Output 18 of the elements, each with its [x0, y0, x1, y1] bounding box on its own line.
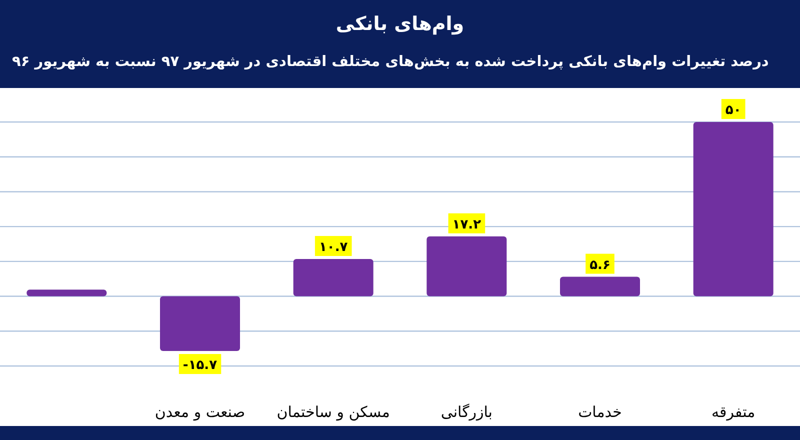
- data-label: -۱۵.۷: [182, 358, 218, 374]
- chart-title: وام‌های بانکی: [336, 13, 464, 35]
- bar: [426, 236, 507, 296]
- bar: [26, 290, 107, 296]
- data-label: ۱۷.۲: [452, 217, 482, 232]
- bar: [293, 258, 374, 296]
- data-label: ۵۰: [725, 103, 742, 118]
- x-tick-label: بازرگانی: [440, 403, 492, 421]
- chart-subtitle: درصد تغییرات وام‌های بانکی پرداخت شده به بخش‌های مختلف اقتصادی در شهریور ۹۷ نسبت به شهریور ۹۶: [12, 54, 769, 70]
- bar: [560, 276, 640, 296]
- x-tick-label: خدمات: [578, 403, 622, 421]
- data-label: ۵.۶: [590, 258, 610, 273]
- x-tick-label: مسکن و ساختمان: [276, 403, 390, 421]
- bar: [160, 296, 240, 352]
- x-tick-label: متفرقه: [712, 403, 756, 421]
- bar: [693, 122, 774, 296]
- x-tick-label: صنعت و معدن: [154, 403, 246, 421]
- data-label: ۱۰.۷: [318, 240, 348, 255]
